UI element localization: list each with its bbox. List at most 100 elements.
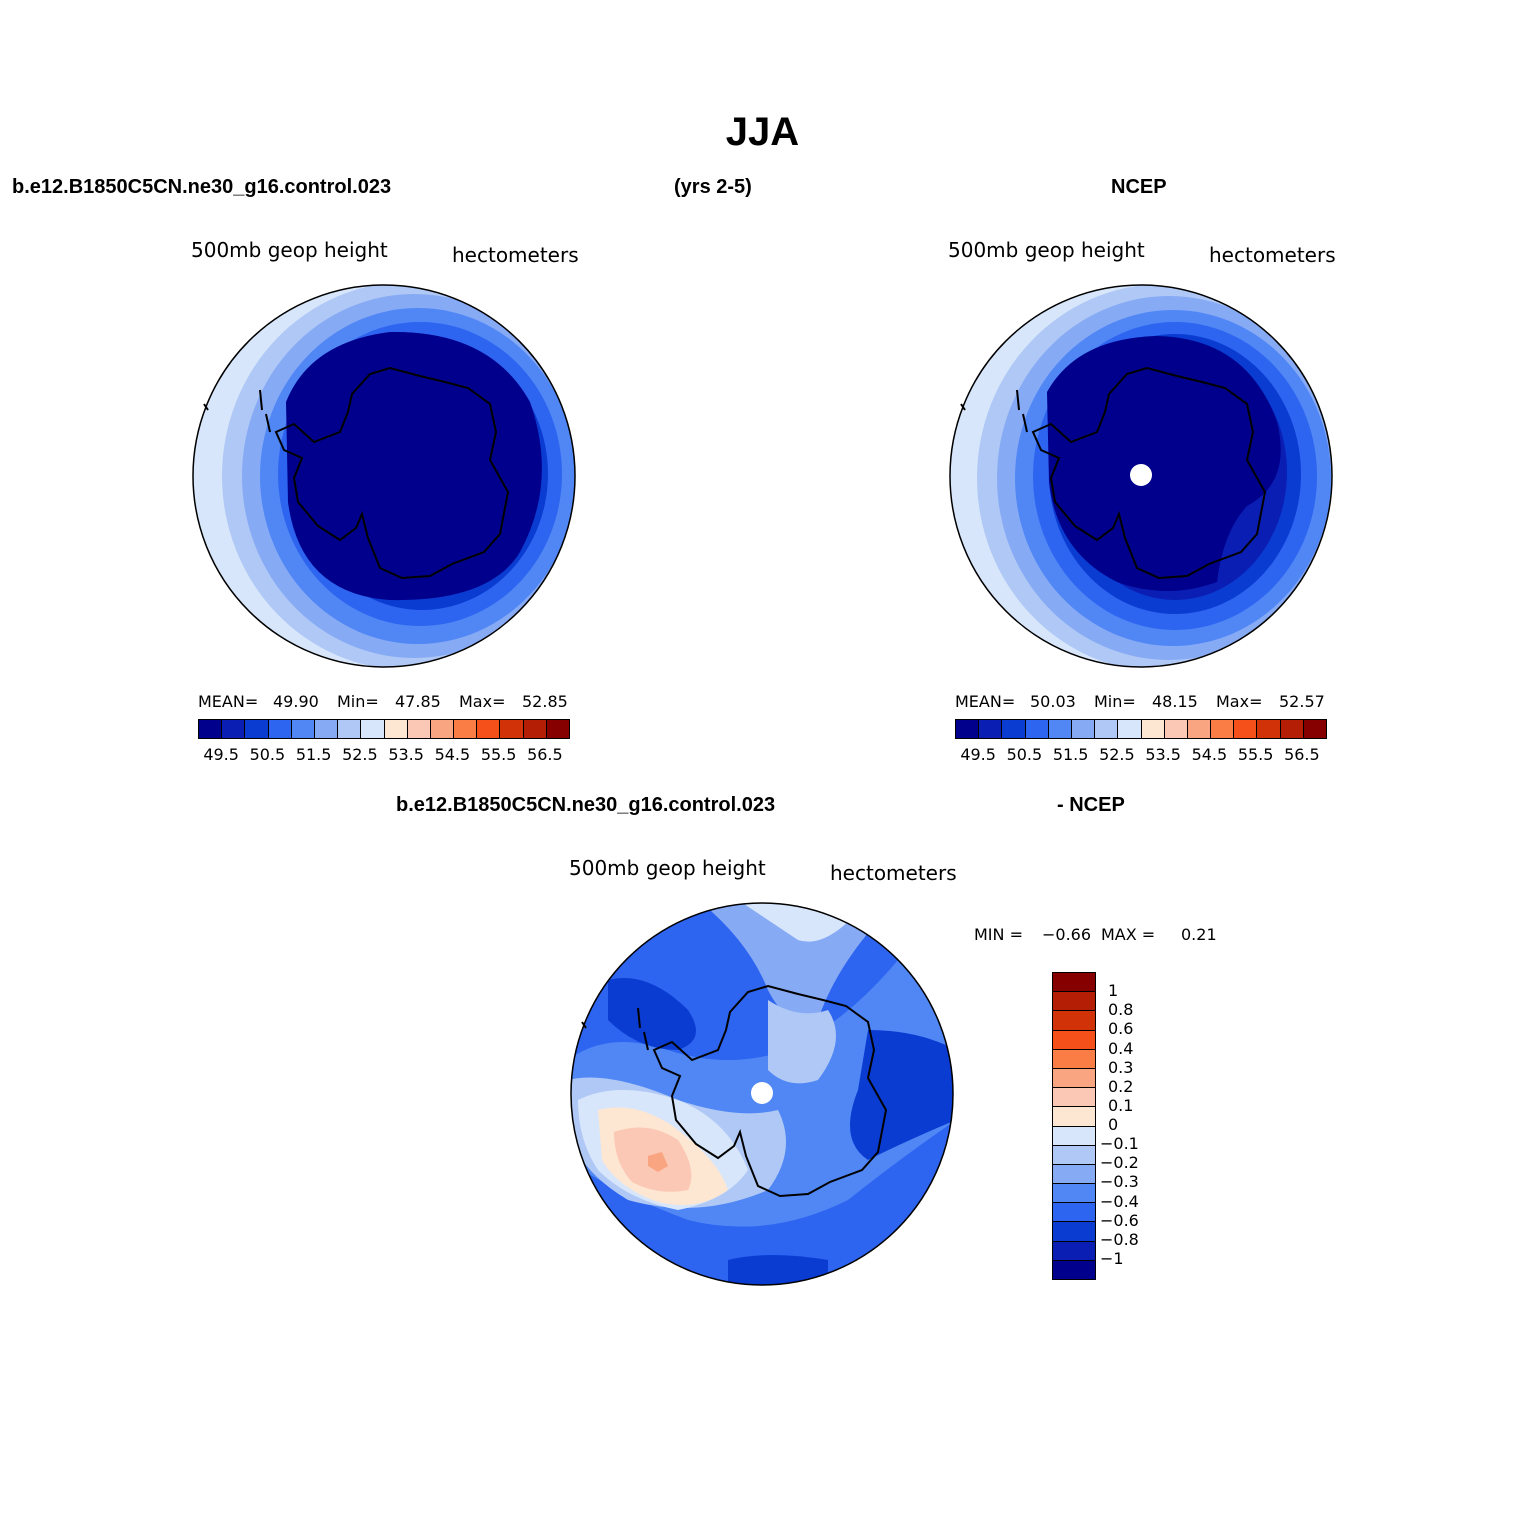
missing-data-pole xyxy=(751,1082,773,1104)
colorbar-tick-label: 49.5 xyxy=(960,745,996,764)
colorbar-tick-label: 54.5 xyxy=(1191,745,1228,764)
colorbar-box-15 xyxy=(546,720,569,738)
antarctica-coastline xyxy=(1031,366,1267,580)
colorbar-box-8 xyxy=(384,720,408,738)
model-variable-label: 500mb geop height xyxy=(191,238,388,262)
colorbar-tick-label: −0.3 xyxy=(1100,1172,1139,1192)
diff-min-value: −0.66 xyxy=(1042,925,1092,944)
diff-min-label: MIN = xyxy=(974,925,1023,944)
colorbar-box-7 xyxy=(361,720,385,738)
diff-max-value: 0.21 xyxy=(1181,925,1217,944)
colorbar-box-8 xyxy=(1053,1106,1095,1126)
colorbar-box-1 xyxy=(979,720,1003,738)
diff-obs-header: - NCEP xyxy=(1057,794,1125,816)
colorbar-tick-label: −0.1 xyxy=(1100,1134,1139,1154)
colorbar-tick-label: 52.5 xyxy=(1099,745,1135,764)
colorbar-tick-label: −0.4 xyxy=(1100,1191,1139,1211)
colorbar-tick-label: 56.5 xyxy=(527,745,563,764)
model-max-label: Max= xyxy=(459,692,506,711)
colorbar-tick-label: −0.6 xyxy=(1100,1210,1139,1230)
obs-mean-label: MEAN= xyxy=(955,692,1016,711)
colorbar-box-6 xyxy=(1095,720,1119,738)
colorbar-tick-label: 0.2 xyxy=(1108,1076,1134,1096)
colorbar-tick-label: 53.5 xyxy=(1145,745,1181,764)
missing-data-pole xyxy=(1130,464,1152,486)
obs-header: NCEP xyxy=(1111,176,1167,198)
colorbar-box-1 xyxy=(222,720,246,738)
colorbar-box-12 xyxy=(1053,1029,1095,1049)
colorbar-box-11 xyxy=(1211,720,1235,738)
colorbar-tick-label: 50.5 xyxy=(249,745,286,764)
model-min-label: Min= xyxy=(337,692,379,711)
colorbar-box-6 xyxy=(338,720,362,738)
colorbar-tick-label: −0.2 xyxy=(1100,1153,1139,1173)
colorbar-box-12 xyxy=(1234,720,1258,738)
colorbar-box-1 xyxy=(1053,1240,1095,1260)
colorbar-box-12 xyxy=(477,720,501,738)
colorbar-box-3 xyxy=(1025,720,1049,738)
colorbar-box-9 xyxy=(1053,1087,1095,1107)
colorbar-box-4 xyxy=(1053,1183,1095,1203)
colorbar-box-10 xyxy=(430,720,455,738)
colorbar-box-2 xyxy=(245,720,269,738)
obs-mean-value: 50.03 xyxy=(1030,692,1076,711)
case-name-header: b.e12.B1850C5CN.ne30_g16.control.023 xyxy=(12,176,392,198)
diff-units-label: hectometers xyxy=(830,861,957,885)
colorbar-box-13 xyxy=(500,720,524,738)
diff-variable-label: 500mb geop height xyxy=(569,856,766,880)
colorbar-box-13 xyxy=(1257,720,1281,738)
colorbar-box-0 xyxy=(1053,1259,1095,1279)
colorbar-tick-label: 49.5 xyxy=(203,745,239,764)
colorbar-box-9 xyxy=(1164,720,1188,738)
colorbar-tick-label: −0.8 xyxy=(1100,1229,1139,1249)
colorbar-box-8 xyxy=(1141,720,1165,738)
model-min-value: 47.85 xyxy=(395,692,441,711)
colorbar-box-5 xyxy=(1071,720,1096,738)
colorbar-box-15 xyxy=(1303,720,1326,738)
colorbar-box-4 xyxy=(291,720,315,738)
colorbar-box-14 xyxy=(1280,720,1304,738)
colorbar-box-6 xyxy=(1053,1144,1095,1164)
colorbar-box-5 xyxy=(1053,1163,1095,1184)
colorbar-box-15 xyxy=(1053,973,1095,992)
model-max-value: 52.85 xyxy=(522,692,568,711)
diff-case-header: b.e12.B1850C5CN.ne30_g16.control.023 xyxy=(396,794,776,816)
colorbar-tick-label: 0 xyxy=(1108,1115,1119,1134)
colorbar-box-4 xyxy=(1048,720,1072,738)
diff-colorbar xyxy=(1052,972,1096,1280)
colorbar-box-11 xyxy=(1053,1048,1095,1068)
colorbar-tick-label: 54.5 xyxy=(434,745,471,764)
colorbar-box-7 xyxy=(1118,720,1142,738)
colorbar-box-2 xyxy=(1002,720,1026,738)
colorbar-tick-label: 0.6 xyxy=(1108,1019,1134,1039)
diff-polar-map xyxy=(570,902,954,1286)
obs-min-label: Min= xyxy=(1094,692,1136,711)
obs-colorbar xyxy=(955,719,1327,739)
model-polar-map xyxy=(192,284,576,668)
colorbar-box-5 xyxy=(314,720,339,738)
colorbar-box-10 xyxy=(1053,1067,1095,1088)
colorbar-tick-label: 55.5 xyxy=(480,745,517,764)
obs-min-value: 48.15 xyxy=(1152,692,1198,711)
obs-variable-label: 500mb geop height xyxy=(948,238,1145,262)
colorbar-tick-label: 51.5 xyxy=(295,745,332,764)
colorbar-tick-label: 0.8 xyxy=(1108,1000,1134,1020)
colorbar-box-14 xyxy=(1053,991,1095,1011)
colorbar-box-0 xyxy=(956,720,980,738)
model-mean-value: 49.90 xyxy=(273,692,319,711)
colorbar-box-14 xyxy=(523,720,547,738)
diff-max-label: MAX = xyxy=(1101,925,1156,944)
colorbar-box-9 xyxy=(407,720,431,738)
colorbar-box-3 xyxy=(1053,1202,1095,1222)
antarctica-coastline xyxy=(652,984,888,1198)
obs-polar-map xyxy=(949,284,1333,668)
obs-max-label: Max= xyxy=(1216,692,1263,711)
colorbar-tick-label: 52.5 xyxy=(342,745,378,764)
antarctica-coastline xyxy=(274,366,510,580)
obs-max-value: 52.57 xyxy=(1279,692,1325,711)
colorbar-tick-label: 56.5 xyxy=(1284,745,1320,764)
model-mean-label: MEAN= xyxy=(198,692,259,711)
colorbar-box-11 xyxy=(454,720,478,738)
colorbar-tick-label: −1 xyxy=(1100,1248,1124,1268)
colorbar-tick-label: 0.4 xyxy=(1108,1038,1134,1058)
